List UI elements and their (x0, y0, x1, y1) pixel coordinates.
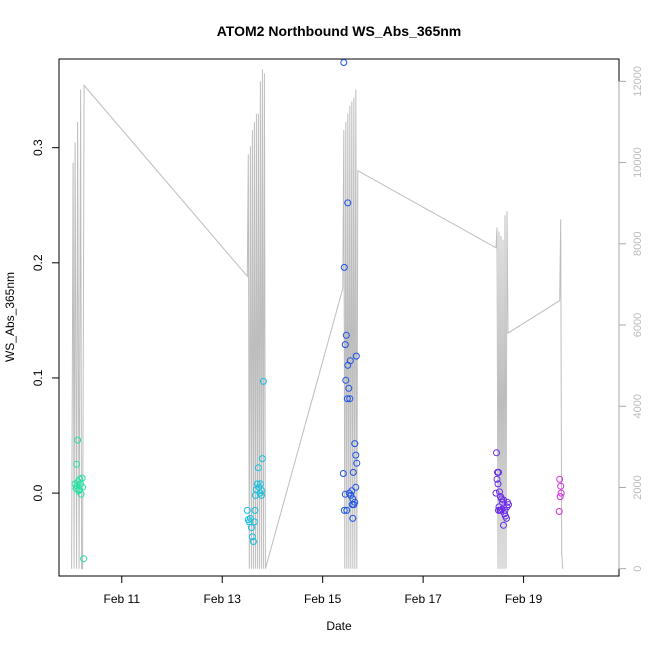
data-point (556, 493, 564, 501)
data-point (250, 518, 258, 526)
data-point (258, 487, 266, 495)
data-point (79, 483, 87, 491)
data-point (342, 376, 350, 384)
data-point (347, 491, 355, 499)
y-axis-right: 0 2000 4000 6000 8000 10000 12000 (618, 66, 644, 572)
data-point (256, 480, 264, 488)
x-tick-label: Feb 19 (505, 592, 543, 606)
y-tick-label: 0.3 (31, 139, 45, 156)
data-point (349, 514, 357, 522)
data-point (493, 449, 500, 457)
y2-tick-label: 2000 (632, 475, 644, 499)
data-point (345, 384, 353, 392)
data-point (494, 480, 502, 488)
x-axis: Feb 11 Feb 13 Feb 15 Feb 17 Feb 19 (104, 575, 543, 606)
data-point (342, 331, 350, 339)
data-point (352, 483, 360, 491)
data-point (343, 395, 351, 403)
data-point (74, 436, 82, 444)
data-point (243, 506, 251, 514)
x-tick-label: Feb 11 (104, 592, 141, 606)
x-axis-label: Date (326, 619, 352, 633)
data-point (349, 468, 357, 476)
data-point (253, 480, 261, 488)
data-point (341, 341, 349, 349)
data-point (80, 555, 88, 563)
data-point (249, 538, 257, 545)
data-point (251, 506, 259, 514)
data-point (353, 459, 361, 467)
data-point (500, 496, 507, 504)
data-point (344, 199, 352, 207)
x-tick-label: Feb 17 (404, 592, 442, 606)
x-tick-label: Feb 15 (304, 592, 342, 606)
data-point (557, 489, 565, 497)
data-point (492, 489, 500, 497)
data-point (348, 501, 356, 509)
data-point (557, 482, 565, 490)
y-axis-left: 0.0 0.1 0.2 0.3 (31, 139, 60, 501)
data-point (248, 533, 256, 541)
data-point (352, 451, 360, 459)
y-axis-label: WS_Abs_365nm (3, 272, 17, 362)
data-point (73, 460, 81, 468)
data-point (493, 475, 501, 483)
data-point (246, 514, 254, 522)
y-tick-label: 0.2 (31, 254, 45, 271)
data-point (340, 506, 348, 514)
y2-tick-label: 0 (632, 566, 644, 572)
data-point (78, 474, 86, 482)
y2-tick-label: 4000 (632, 394, 644, 418)
series-line-0 (71, 69, 564, 570)
data-point (500, 521, 507, 529)
y-tick-label: 0.0 (31, 484, 45, 501)
y2-tick-label: 12000 (632, 66, 644, 97)
data-point (346, 395, 354, 403)
data-point (503, 514, 510, 522)
data-point (75, 487, 83, 495)
y-tick-label: 0.1 (31, 369, 45, 386)
y2-tick-label: 6000 (632, 313, 644, 337)
data-point (495, 468, 502, 476)
data-point (257, 491, 265, 499)
data-point (258, 455, 266, 463)
data-point (259, 377, 267, 385)
data-point (254, 464, 262, 472)
data-point (503, 503, 511, 511)
data-point (555, 508, 563, 515)
data-point (556, 475, 564, 483)
data-point (340, 59, 348, 66)
data-point (340, 263, 348, 271)
y2-tick-label: 8000 (632, 232, 644, 256)
data-point (344, 361, 352, 369)
data-point (343, 506, 351, 514)
chart-title: ATOM2 Northbound WS_Abs_365nm (217, 23, 462, 39)
x-tick-label: Feb 13 (204, 592, 242, 606)
data-point (496, 488, 503, 496)
data-point (352, 352, 360, 360)
data-point (339, 470, 347, 477)
y2-tick-label: 10000 (632, 147, 644, 178)
data-point (247, 524, 255, 532)
data-point (351, 440, 359, 448)
data-point (495, 506, 502, 514)
